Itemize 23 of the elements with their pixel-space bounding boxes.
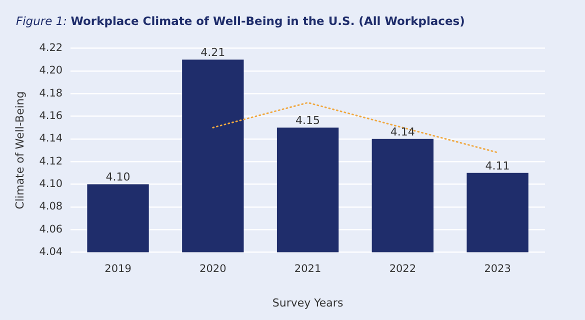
y-axis-title: Climate of Well-Being [13, 91, 26, 210]
data-label: 4.14 [390, 125, 415, 138]
x-tick-label: 2020 [200, 263, 226, 276]
data-label: 4.10 [106, 170, 130, 184]
x-tick-label: 2021 [294, 263, 322, 276]
data-label: 4.21 [200, 46, 226, 59]
y-tick-label: 4.22 [39, 42, 63, 54]
y-tick-label: 4.10 [39, 178, 63, 190]
y-tick-label: 4.12 [39, 155, 63, 168]
y-tick-label: 4.14 [39, 132, 63, 145]
y-tick-label: 4.08 [39, 200, 63, 213]
y-tick-label: 4.18 [39, 87, 63, 100]
y-tick-label: 4.20 [39, 64, 63, 77]
y-tick-label: 4.06 [39, 223, 63, 236]
x-tick-label: 2023 [484, 263, 511, 276]
x-tick-label: 2022 [389, 263, 416, 276]
x-tick-label: 2019 [104, 263, 132, 276]
chart-title: Figure 1: Workplace Climate of Well-Being in the U.S. (All Workplaces) [16, 14, 465, 28]
y-tick-label: 4.04 [39, 246, 63, 258]
x-axis-title: Survey Years [272, 296, 344, 310]
data-label: 4.15 [296, 114, 320, 127]
data-label: 4.11 [485, 159, 510, 172]
y-tick-label: 4.16 [39, 110, 63, 122]
